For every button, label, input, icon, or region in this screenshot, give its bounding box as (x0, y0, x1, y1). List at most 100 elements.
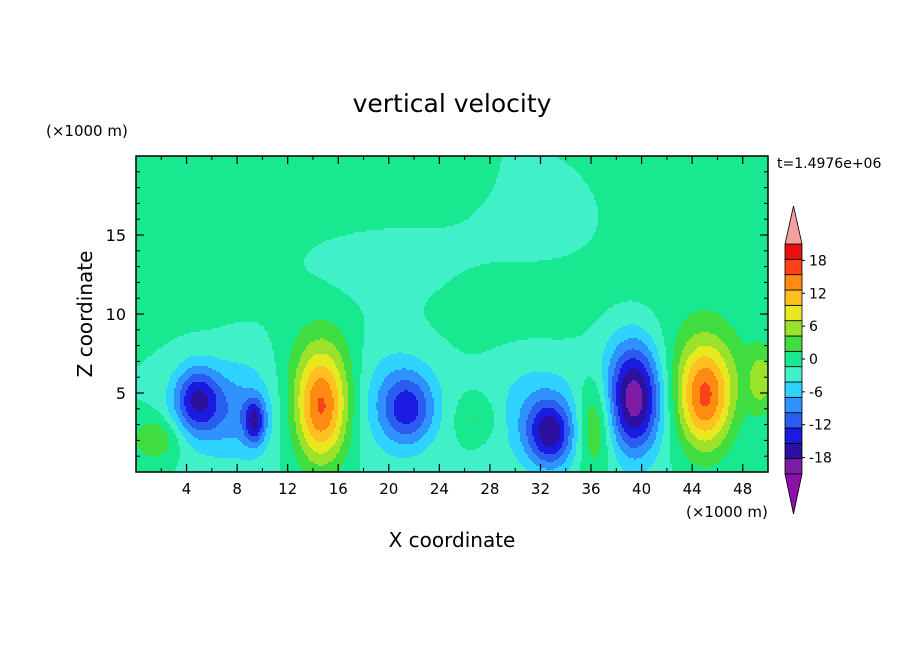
contour-cell (258, 186, 260, 188)
contour-cell (252, 178, 254, 180)
contour-cell (514, 174, 516, 176)
contour-cell (410, 174, 412, 176)
contour-cell (658, 166, 660, 168)
contour-cell (364, 176, 366, 178)
contour-cell (744, 168, 746, 170)
contour-cell (452, 182, 454, 184)
contour-cell (532, 174, 534, 176)
contour-cell (380, 182, 382, 184)
contour-cell (502, 184, 504, 186)
contour-cell (308, 164, 310, 166)
contour-cell (244, 162, 246, 164)
contour-cell (462, 158, 464, 160)
contour-cell (668, 172, 670, 174)
contour-cell (162, 174, 164, 176)
contour-cell (500, 180, 502, 182)
contour-cell (624, 180, 626, 182)
contour-cell (678, 174, 680, 176)
contour-cell (528, 168, 530, 170)
contour-cell (416, 182, 418, 184)
contour-cell (462, 168, 464, 170)
contour-cell (580, 162, 582, 164)
contour-cell (440, 158, 442, 160)
contour-cell (468, 182, 470, 184)
contour-cell (178, 162, 180, 164)
contour-cell (568, 158, 570, 160)
contour-cell (686, 174, 688, 176)
contour-cell (630, 174, 632, 176)
contour-cell (330, 164, 332, 166)
contour-cell (644, 174, 646, 176)
contour-cell (416, 170, 418, 172)
contour-cell (642, 184, 644, 186)
contour-cell (468, 180, 470, 182)
contour-cell (588, 182, 590, 184)
chart-title: vertical velocity (353, 89, 552, 118)
contour-cell (144, 172, 146, 174)
contour-cell (654, 164, 656, 166)
contour-cell (226, 180, 228, 182)
contour-cell (506, 182, 508, 184)
contour-cell (456, 172, 458, 174)
contour-cell (556, 178, 558, 180)
contour-cell (412, 180, 414, 182)
contour-cell (182, 158, 184, 160)
contour-cell (560, 158, 562, 160)
contour-cell (172, 172, 174, 174)
contour-cell (298, 174, 300, 176)
contour-cell (292, 172, 294, 174)
contour-cell (468, 168, 470, 170)
contour-cell (612, 170, 614, 172)
contour-cell (142, 164, 144, 166)
contour-cell (248, 180, 250, 182)
contour-cell (618, 178, 620, 180)
contour-cell (494, 164, 496, 166)
contour-cell (702, 160, 704, 162)
contour-cell (656, 174, 658, 176)
contour-cell (274, 164, 276, 166)
contour-cell (414, 178, 416, 180)
contour-cell (636, 164, 638, 166)
contour-cell (170, 186, 172, 188)
contour-cell (238, 164, 240, 166)
contour-cell (142, 162, 144, 164)
contour-cell (406, 172, 408, 174)
contour-cell (490, 184, 492, 186)
contour-cell (160, 176, 162, 178)
contour-cell (474, 162, 476, 164)
contour-cell (650, 162, 652, 164)
contour-cell (388, 168, 390, 170)
contour-cell (722, 170, 724, 172)
contour-cell (716, 182, 718, 184)
contour-cell (736, 172, 738, 174)
contour-cell (736, 168, 738, 170)
contour-cell (744, 166, 746, 168)
contour-cell (372, 172, 374, 174)
contour-cell (254, 160, 256, 162)
contour-cell (438, 174, 440, 176)
contour-cell (194, 178, 196, 180)
contour-cell (280, 168, 282, 170)
contour-cell (294, 180, 296, 182)
contour-cell (470, 166, 472, 168)
contour-cell (528, 176, 530, 178)
contour-cell (538, 166, 540, 168)
contour-cell (164, 180, 166, 182)
contour-cell (664, 166, 666, 168)
contour-cell (546, 178, 548, 180)
contour-cell (198, 182, 200, 184)
contour-cell (666, 178, 668, 180)
contour-cell (652, 164, 654, 166)
contour-cell (388, 174, 390, 176)
contour-cell (178, 164, 180, 166)
contour-cell (446, 162, 448, 164)
contour-cell (228, 174, 230, 176)
contour-cell (584, 172, 586, 174)
contour-cell (208, 182, 210, 184)
contour-cell (392, 170, 394, 172)
contour-cell (668, 164, 670, 166)
contour-cell (370, 174, 372, 176)
contour-cell (656, 176, 658, 178)
contour-cell (324, 172, 326, 174)
contour-cell (230, 174, 232, 176)
